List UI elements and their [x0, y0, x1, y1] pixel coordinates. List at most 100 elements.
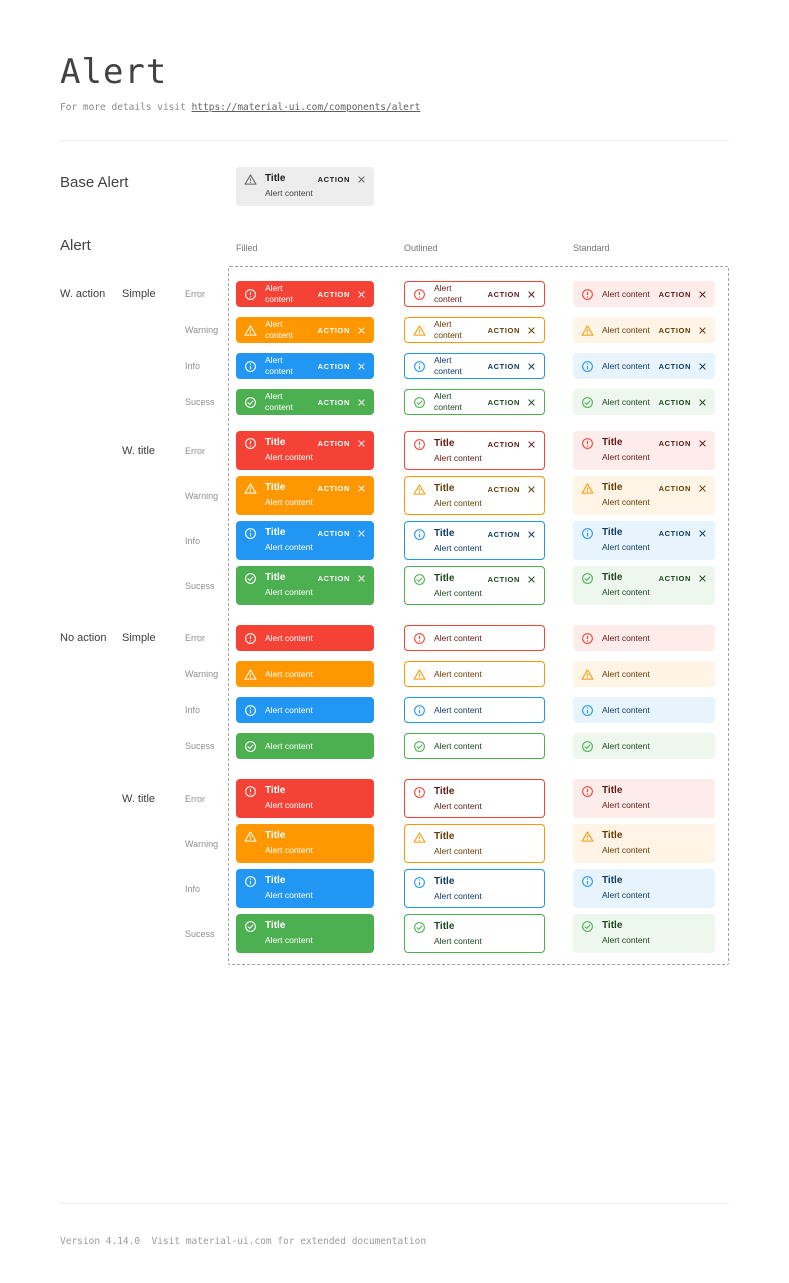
severity-label-text: Info [185, 705, 201, 715]
close-icon[interactable] [698, 326, 707, 335]
severity-label: Sucess [185, 581, 228, 591]
action-button[interactable]: ACTION [317, 397, 350, 407]
close-icon[interactable] [527, 485, 536, 494]
error-icon [581, 632, 594, 645]
action-button[interactable]: ACTION [317, 483, 350, 493]
close-icon[interactable] [357, 175, 366, 184]
alert-row: Sucess Title Alert content Title Alert conte… [60, 914, 729, 953]
alert-group-1-0: No action Simple Error Alert content Alert c… [60, 625, 729, 759]
close-icon[interactable] [698, 290, 707, 299]
alert-title: Title [434, 573, 455, 584]
alert-body: Title ACTION Alert content [265, 572, 366, 598]
close-icon[interactable] [527, 398, 536, 407]
action-button[interactable]: ACTION [658, 483, 691, 493]
action-button[interactable]: ACTION [317, 573, 350, 583]
alert-cells: Alert content Alert content Alert content [228, 697, 715, 723]
alert-title: Title [434, 876, 455, 887]
close-icon[interactable] [698, 484, 707, 493]
alert-content: Alert content [265, 283, 293, 304]
close-icon[interactable] [527, 362, 536, 371]
severity-label-text: Warning [185, 669, 219, 679]
alert-outlined-error-title: Title Alert content [404, 779, 545, 818]
action-button[interactable]: ACTION [317, 528, 350, 538]
alert-standard-success-action: Alert content ACTION [573, 389, 715, 415]
info-icon [581, 875, 594, 888]
alert-actions: ACTION [312, 290, 366, 299]
error-icon [413, 288, 426, 301]
alert-filled-success-title: Title Alert content [236, 914, 374, 953]
alert-filled-info: Alert content [236, 697, 374, 723]
close-icon[interactable] [527, 440, 536, 449]
close-icon[interactable] [357, 529, 366, 538]
info-icon [244, 360, 257, 373]
action-button[interactable]: ACTION [487, 439, 520, 449]
action-button[interactable]: ACTION [658, 528, 691, 538]
action-button[interactable]: ACTION [658, 438, 691, 448]
action-button[interactable]: ACTION [658, 397, 691, 407]
alert-cells: Title ACTION Alert content Title ACTION Alert… [228, 476, 715, 515]
action-button[interactable]: ACTION [487, 325, 520, 335]
action-button[interactable]: ACTION [658, 325, 691, 335]
close-icon[interactable] [698, 362, 707, 371]
severity-label: Warning [185, 669, 228, 679]
action-button[interactable]: ACTION [317, 438, 350, 448]
alert-outlined-error-title-action: Title ACTION Alert content [404, 431, 545, 470]
action-button[interactable]: ACTION [317, 361, 350, 371]
alert-content: Alert content [602, 740, 650, 751]
error-icon [244, 785, 257, 798]
close-icon[interactable] [527, 290, 536, 299]
close-icon[interactable] [357, 484, 366, 493]
close-icon[interactable] [357, 290, 366, 299]
alert-title: Title [265, 527, 286, 538]
close-icon[interactable] [357, 362, 366, 371]
close-icon[interactable] [698, 439, 707, 448]
alert-actions: ACTION [312, 484, 366, 493]
success-icon [244, 396, 257, 409]
action-button[interactable]: ACTION [487, 289, 520, 299]
close-icon[interactable] [357, 574, 366, 583]
close-icon[interactable] [357, 439, 366, 448]
action-button[interactable]: ACTION [317, 325, 350, 335]
alert-row: Warning Alert content Alert content Alert c… [60, 661, 729, 687]
close-icon[interactable] [357, 326, 366, 335]
close-icon[interactable] [527, 530, 536, 539]
alert-outlined-info: Alert content [404, 697, 545, 723]
action-button[interactable]: ACTION [487, 361, 520, 371]
close-icon[interactable] [698, 574, 707, 583]
action-button[interactable]: ACTION [487, 574, 520, 584]
action-button[interactable]: ACTION [487, 484, 520, 494]
action-button[interactable]: ACTION [317, 289, 350, 299]
alert-cells: Alert content Alert content Alert content [228, 733, 715, 759]
close-icon[interactable] [698, 398, 707, 407]
severity-label: Info [185, 536, 228, 546]
group-label: No action [60, 632, 122, 644]
alert-content: Alert content [265, 497, 313, 507]
alert-actions: ACTION [653, 439, 707, 448]
alert-content: Alert content [434, 355, 462, 376]
alert-content: Alert content [602, 935, 650, 945]
alert-body: Title Alert content [265, 830, 366, 856]
docs-link[interactable]: https://material-ui.com/components/alert [191, 102, 421, 113]
grid-header: Alert Filled Outlined Standard [60, 237, 729, 255]
close-icon[interactable] [527, 575, 536, 584]
action-button[interactable]: ACTION [658, 573, 691, 583]
action-button[interactable]: ACTION [658, 361, 691, 371]
action-button[interactable]: ACTION [658, 289, 691, 299]
alert-body: Title Alert content [434, 876, 536, 902]
action-button[interactable]: ACTION [487, 397, 520, 407]
close-icon[interactable] [527, 326, 536, 335]
warning-icon [413, 668, 426, 681]
alert-content: Alert content [434, 498, 482, 508]
alert-body: Title Alert content [265, 920, 366, 946]
close-icon[interactable] [357, 398, 366, 407]
alert-actions: ACTION [482, 485, 536, 494]
severity-label-text: Error [185, 793, 205, 804]
base-alert-body: Title ACTION Alert content [265, 173, 366, 199]
action-button[interactable]: ACTION [487, 529, 520, 539]
warning-icon [581, 482, 594, 495]
severity-label: Sucess [185, 397, 228, 407]
alert-content: Alert content [602, 396, 650, 407]
action-button[interactable]: ACTION [317, 174, 350, 184]
close-icon[interactable] [698, 529, 707, 538]
alert-top-row: Title [265, 875, 366, 887]
